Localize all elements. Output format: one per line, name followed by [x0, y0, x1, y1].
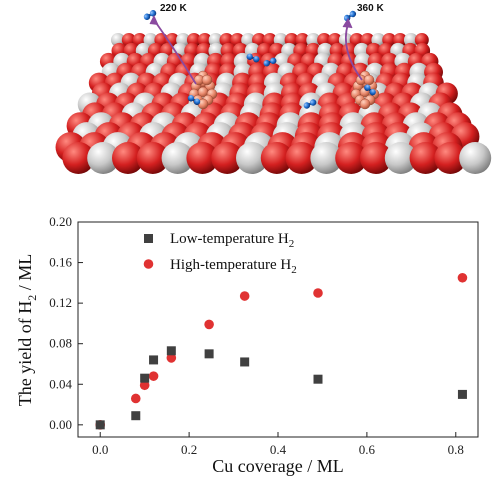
hydrogen-atom: [309, 99, 317, 106]
copper-atom: [201, 74, 213, 86]
legend-label-high-sub: 2: [291, 264, 297, 276]
low-temperature-point: [95, 420, 105, 430]
arrowhead-left: [149, 14, 159, 26]
y-tick-label: 0.20: [49, 214, 72, 229]
oxygen-atom: [285, 142, 318, 174]
oxygen-atom: [186, 142, 219, 174]
y-axis-label-sub: 2: [25, 295, 39, 301]
low-temperature-point: [149, 355, 159, 365]
low-temperature-point: [313, 374, 323, 384]
oxygen-atom: [211, 142, 244, 174]
low-temperature-point: [204, 349, 214, 359]
x-tick-label: 0.4: [270, 442, 287, 457]
high-temperature-point: [166, 353, 177, 363]
low-temperature-point: [131, 411, 141, 421]
hydrogen-atom: [246, 53, 253, 61]
legend-label-high-main: High-temperature H: [170, 257, 291, 273]
copper-atom: [363, 74, 375, 86]
y-tick-label: 0.16: [49, 255, 72, 270]
y-tick-label: 0.08: [49, 336, 72, 351]
y-axis-label-tail: / ML: [15, 254, 35, 295]
hydrogen-atom: [270, 57, 277, 65]
x-axis-label: Cu coverage / ML: [212, 456, 343, 476]
x-tick-labels: 0.0 0.2 0.4 0.6 0.8: [92, 442, 464, 457]
cerium-atom: [384, 142, 417, 174]
cerium-atom: [310, 142, 343, 174]
axis-ticks: [78, 221, 457, 437]
low-temperature-point: [166, 346, 176, 356]
h2-molecule: [143, 10, 157, 20]
oxygen-atom: [409, 142, 442, 174]
low-temperature-point: [240, 357, 250, 367]
legend-label-low-main: Low-temperature H: [170, 231, 289, 247]
legend-marker-low: [144, 234, 153, 243]
low-temperature-point: [457, 389, 467, 399]
high-temperature-point: [148, 371, 159, 381]
high-temperature-point: [130, 393, 141, 404]
plot-frame: [77, 221, 479, 438]
legend-marker-high: [143, 259, 154, 269]
h2-molecule: [263, 57, 277, 67]
legend-label-low-sub: 2: [289, 238, 295, 250]
hydrogen-atom: [263, 59, 270, 67]
x-tick-label: 0.0: [92, 442, 108, 457]
x-tick-label: 0.6: [359, 442, 376, 457]
annotation-220k: 220 K: [160, 3, 187, 14]
cerium-atom: [161, 142, 194, 174]
surface-illustration: 220 K 360 K: [55, 3, 492, 174]
oxygen-atom: [414, 33, 429, 47]
oxygen-atom: [434, 142, 467, 174]
high-temperature-point: [313, 288, 323, 298]
h2-molecule: [303, 99, 317, 109]
oxygen-atom: [360, 142, 392, 174]
high-temperature-point: [204, 319, 214, 330]
cerium-atom: [306, 33, 321, 47]
oxygen-atom: [335, 142, 368, 174]
cerium-atom: [87, 142, 120, 174]
desorption-arrow-right: [344, 23, 363, 81]
high-temperature-point: [139, 380, 150, 391]
h2-molecule: [364, 84, 376, 96]
hydrogen-atom: [193, 98, 201, 105]
y-tick-label: 0.00: [49, 417, 72, 432]
h2-molecule: [343, 10, 357, 22]
legend-label-low: Low-temperature H2: [170, 231, 294, 250]
y-tick-label: 0.12: [49, 295, 72, 310]
scatter-chart: 0.00 0.04 0.08 0.12 0.16 0.20 0.0 0.2 0.4 0.6 0.8…: [15, 214, 479, 476]
h2-molecule: [246, 53, 260, 63]
y-tick-label: 0.04: [49, 376, 72, 391]
hydrogen-atom: [349, 10, 357, 18]
oxygen-atom: [62, 142, 95, 174]
hydrogen-atom: [303, 102, 311, 109]
oxygen-atom: [112, 142, 144, 174]
copper-atom: [359, 98, 371, 110]
oxygen-atom: [136, 142, 169, 174]
hydrogen-atom: [143, 13, 151, 20]
y-axis-label-main: The yield of H: [15, 301, 35, 406]
low-temperature-point: [140, 373, 150, 383]
y-axis-label: The yield of H2 / ML: [15, 254, 39, 406]
x-tick-label: 0.8: [448, 442, 464, 457]
high-temperature-point: [239, 291, 250, 301]
hydrogen-atom: [364, 84, 371, 91]
legend: Low-temperature H2 High-temperature H2: [143, 231, 297, 276]
hydrogen-atom: [253, 55, 260, 63]
data-marks: [95, 272, 468, 430]
hydrogen-atom: [187, 95, 195, 102]
h2-molecule: [187, 95, 201, 105]
arrowhead-right: [342, 17, 353, 29]
cerium-atom: [459, 142, 492, 174]
high-temperature-point: [457, 272, 468, 283]
hydrogen-atom: [149, 10, 157, 17]
oxygen-atom: [260, 142, 293, 174]
x-tick-label: 0.2: [181, 442, 197, 457]
annotation-360k: 360 K: [357, 3, 384, 14]
cerium-atom: [236, 142, 268, 174]
y-tick-labels: 0.00 0.04 0.08 0.12 0.16 0.20: [49, 214, 72, 432]
legend-label-high: High-temperature H2: [170, 257, 297, 276]
hydrogen-atom: [369, 89, 376, 96]
